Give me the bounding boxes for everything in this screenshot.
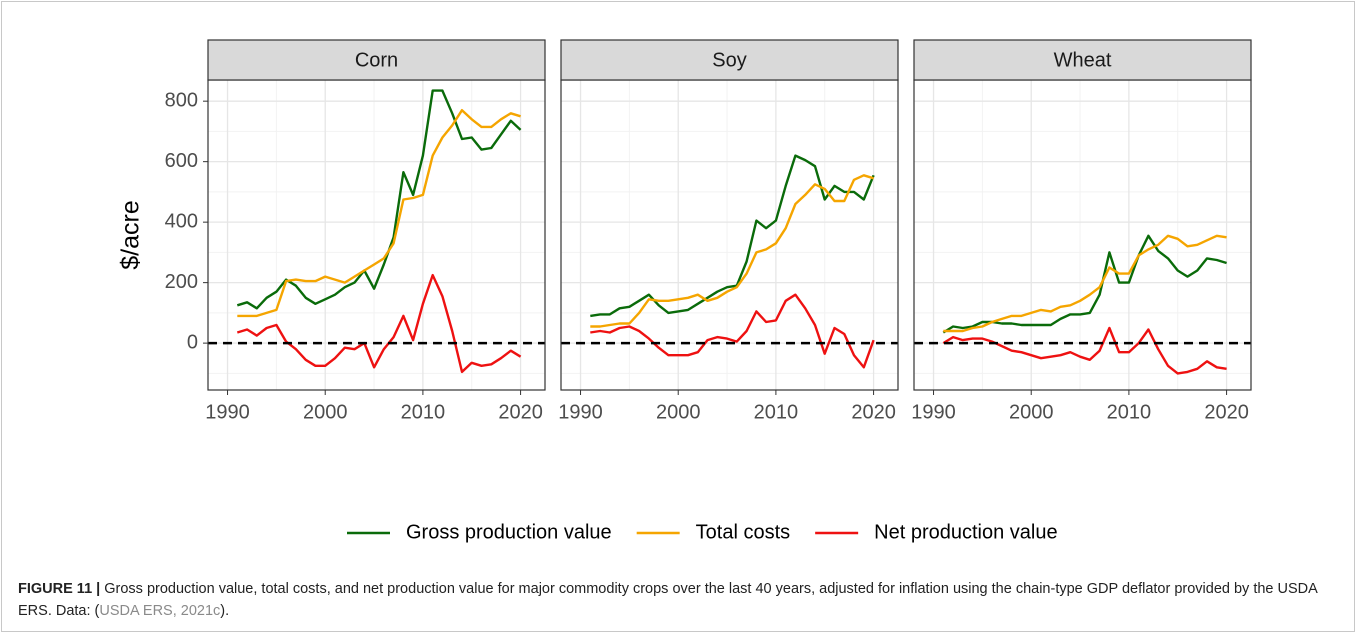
line-series bbox=[942, 326, 1227, 375]
x-tick-label: 1990 bbox=[205, 401, 250, 423]
x-tick-label: 1990 bbox=[911, 401, 956, 423]
x-tick-label: 2000 bbox=[303, 401, 348, 423]
x-tick-label: 2020 bbox=[498, 401, 543, 423]
line-series bbox=[590, 174, 874, 328]
line-series bbox=[590, 293, 875, 369]
y-tick-label: 0 bbox=[187, 331, 198, 353]
x-tick-label: 1990 bbox=[558, 401, 603, 423]
caption-text: Gross production value, total costs, and… bbox=[18, 581, 1317, 619]
strip bbox=[560, 39, 899, 81]
legend-label: Total costs bbox=[696, 521, 790, 543]
chart: 1990 2000 2010 2020 0 200 400 600 800 Corn 1990 200… bbox=[117, 39, 1252, 543]
caption-link[interactable]: USDA ERS, 2021c bbox=[99, 603, 221, 619]
line-series bbox=[943, 234, 1227, 333]
caption-label: FIGURE 11 | bbox=[18, 581, 101, 597]
legend-label: Gross production value bbox=[406, 521, 612, 543]
y-tick-label: 200 bbox=[165, 271, 198, 293]
x-tick-label: 2010 bbox=[1107, 401, 1152, 423]
x-tick-label: 2000 bbox=[1009, 401, 1054, 423]
line-series bbox=[590, 154, 875, 318]
x-tick-label: 2020 bbox=[851, 401, 896, 423]
y-tick-label: 600 bbox=[165, 150, 198, 172]
line-series bbox=[237, 109, 521, 318]
strip bbox=[913, 39, 1252, 81]
x-tick-label: 2010 bbox=[754, 401, 799, 423]
x-tick-label: 2020 bbox=[1204, 401, 1249, 423]
strip bbox=[207, 39, 546, 81]
line-series bbox=[236, 89, 522, 310]
y-axis-label: $/acre bbox=[117, 200, 145, 269]
strip-label: Corn bbox=[355, 49, 398, 71]
strip-label: Soy bbox=[712, 49, 746, 71]
line-series bbox=[236, 273, 522, 374]
x-tick-label: 2000 bbox=[656, 401, 701, 423]
y-tick-label: 800 bbox=[165, 89, 198, 111]
y-tick-label: 400 bbox=[165, 210, 198, 232]
strip-label: Wheat bbox=[1054, 49, 1112, 71]
legend-label: Net production value bbox=[874, 521, 1057, 543]
caption-end: ). bbox=[220, 603, 230, 619]
x-tick-label: 2010 bbox=[401, 401, 446, 423]
caption: FIGURE 11 | Gross production value, tota… bbox=[18, 578, 1318, 622]
